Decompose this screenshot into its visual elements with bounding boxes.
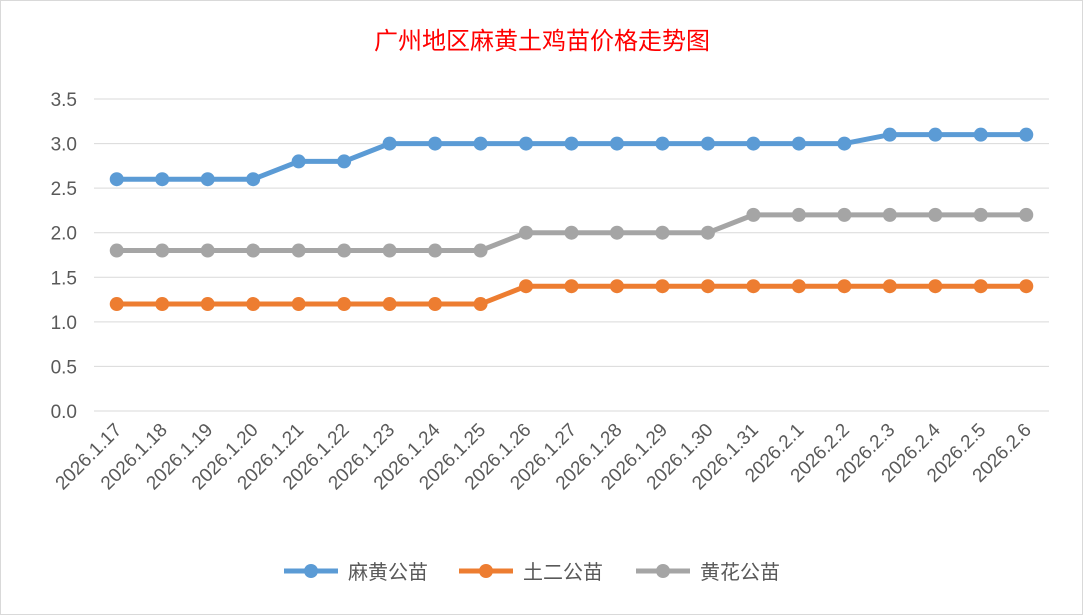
y-axis-ticks: 0.0 0.5 1.0 1.5 2.0 2.5 3.0 3.5 [51,90,77,423]
x-axis-ticks: 2026.1.172026.1.182026.1.192026.1.202026… [52,419,1036,494]
legend-label: 黄花公苗 [700,560,780,584]
data-point [700,225,715,240]
data-point [655,279,670,294]
data-point [746,136,761,151]
data-point [519,279,534,294]
data-point [609,136,624,151]
data-point [519,225,534,240]
legend-item: 黄花公苗 [636,560,780,584]
data-point [155,172,170,187]
data-point [109,297,124,312]
data-point [791,136,806,151]
legend-item: 土二公苗 [459,560,603,584]
data-point [109,172,124,187]
y-tick-label: 2.0 [51,224,77,245]
series-3 [109,207,1034,258]
y-tick-label: 3.5 [51,90,77,111]
data-point [155,243,170,258]
data-point [609,279,624,294]
data-point [973,207,988,222]
series-2 [109,279,1034,312]
y-tick-label: 2.5 [51,179,77,200]
data-point [473,297,488,312]
data-point [428,243,443,258]
data-point [428,297,443,312]
data-point [928,207,943,222]
data-point [428,136,443,151]
data-point [246,297,261,312]
y-tick-label: 3.0 [51,135,77,156]
series-1 [109,127,1034,187]
data-point [519,136,534,151]
data-point [928,279,943,294]
legend-swatch-marker [479,564,493,578]
data-point [882,279,897,294]
data-point [837,279,852,294]
data-point [246,243,261,258]
data-point [337,154,352,169]
y-tick-label: 1.0 [51,313,77,334]
data-point [564,279,579,294]
data-point [882,207,897,222]
data-point [837,207,852,222]
data-point [246,172,261,187]
data-point [700,279,715,294]
data-point [791,207,806,222]
data-point [382,243,397,258]
legend-label: 土二公苗 [523,560,603,584]
data-point [973,127,988,142]
data-point [837,136,852,151]
data-point [382,136,397,151]
data-point [291,243,306,258]
data-point [1019,127,1034,142]
data-point [791,279,806,294]
data-point [109,243,124,258]
chart-title: 广州地区麻黄土鸡苗价格走势图 [374,27,710,55]
y-tick-label: 0.5 [51,357,77,378]
data-point [746,279,761,294]
data-point [155,297,170,312]
legend: 麻黄公苗 土二公苗 黄花公苗 [284,560,780,584]
data-point [200,172,215,187]
y-tick-label: 1.5 [51,268,77,289]
data-point [746,207,761,222]
data-point [291,297,306,312]
legend-item: 麻黄公苗 [284,560,428,584]
y-tick-label: 0.0 [51,402,77,423]
series-lines [109,127,1034,312]
data-point [609,225,624,240]
data-point [1019,279,1034,294]
legend-swatch-marker [656,564,670,578]
legend-label: 麻黄公苗 [348,560,428,584]
legend-swatch-marker [304,564,318,578]
data-point [882,127,897,142]
data-point [564,136,579,151]
data-point [200,243,215,258]
data-point [473,136,488,151]
data-point [337,243,352,258]
data-point [337,297,352,312]
data-point [1019,207,1034,222]
data-point [564,225,579,240]
data-point [291,154,306,169]
data-point [473,243,488,258]
data-point [655,225,670,240]
data-point [382,297,397,312]
data-point [973,279,988,294]
data-point [700,136,715,151]
data-point [200,297,215,312]
data-point [655,136,670,151]
data-point [928,127,943,142]
